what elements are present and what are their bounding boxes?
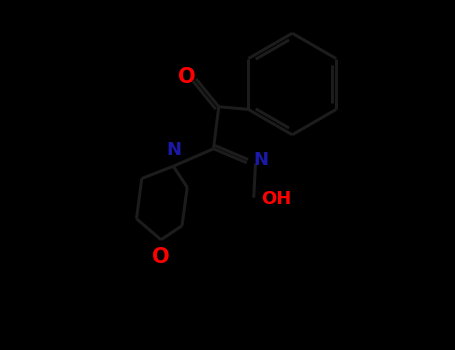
Text: O: O [178, 67, 196, 87]
Text: N: N [167, 141, 182, 159]
Text: O: O [152, 247, 170, 267]
Text: OH: OH [262, 190, 292, 209]
Text: N: N [253, 151, 268, 169]
